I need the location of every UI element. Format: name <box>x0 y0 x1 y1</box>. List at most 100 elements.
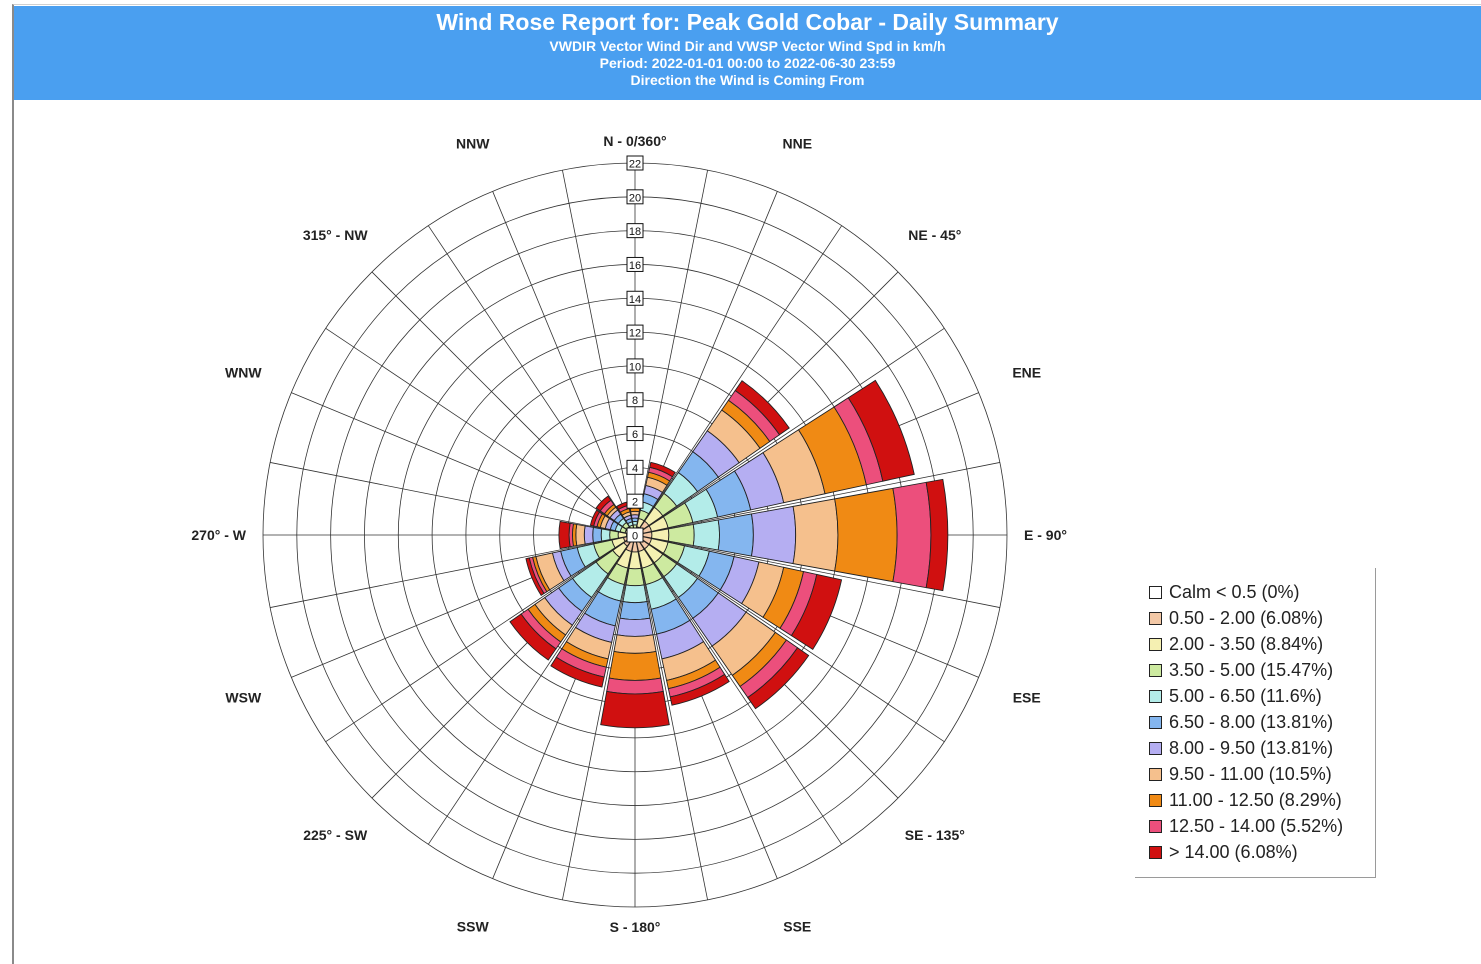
radial-tick-label-14: 14 <box>629 294 641 306</box>
legend-item: 0.50 - 2.00 (6.08%) <box>1149 606 1323 630</box>
report-subtitle-variables: VWDIR Vector Wind Dir and VWSP Vector Wi… <box>549 38 946 54</box>
radial-tick-label-10: 10 <box>629 361 641 373</box>
report-header: Wind Rose Report for: Peak Gold Cobar - … <box>14 6 1481 100</box>
radial-tick-label-6: 6 <box>632 429 638 441</box>
report-title: Wind Rose Report for: Peak Gold Cobar - … <box>436 9 1059 35</box>
radial-tick-box-18 <box>626 223 644 239</box>
legend-item: 11.00 - 12.50 (8.29%) <box>1149 788 1342 812</box>
legend-swatch <box>1149 845 1162 859</box>
direction-label: S - 180° <box>610 919 661 935</box>
radial-tick-box-2 <box>626 493 644 509</box>
direction-label: N - 0/360° <box>603 133 666 149</box>
legend-label: 0.50 - 2.00 (6.08%) <box>1169 607 1324 628</box>
radial-tick-box-12 <box>626 324 644 340</box>
legend-label: 8.00 - 9.50 (13.81%) <box>1169 737 1334 758</box>
radial-tick-label-16: 16 <box>629 260 641 272</box>
wedge-wnw-bin-10 <box>589 509 601 527</box>
wedge-nne-bin-10 <box>649 461 676 478</box>
legend-swatch <box>1149 637 1162 651</box>
radial-tick-box-10 <box>626 358 644 374</box>
wedge-sse-bin-10 <box>669 673 730 706</box>
wedge-sw-bin-10 <box>509 613 557 661</box>
legend-item: 3.50 - 5.00 (15.47%) <box>1149 658 1333 682</box>
grid-spoke <box>634 534 1000 608</box>
grid-spoke <box>291 392 636 536</box>
legend-label: 5.00 - 6.50 (11.6%) <box>1169 685 1322 706</box>
radial-tick-label-22: 22 <box>629 159 641 171</box>
grid-spoke <box>427 225 636 536</box>
grid-spoke <box>270 462 636 536</box>
wedge-e-bin-4 <box>692 519 720 551</box>
legend-label: Calm < 0.5 (0%) <box>1169 581 1300 602</box>
legend-item: 2.00 - 3.50 (8.84%) <box>1149 632 1323 656</box>
radial-tick-label-4: 4 <box>632 463 638 475</box>
wedge-e-bin-8 <box>834 487 898 583</box>
legend-swatch <box>1149 611 1162 625</box>
legend-label: 6.50 - 8.00 (13.81%) <box>1169 711 1334 732</box>
grid-spoke <box>371 271 636 536</box>
legend-swatch <box>1149 585 1162 599</box>
wedge-s-bin-4 <box>622 584 648 604</box>
radial-tick-label-20: 20 <box>629 192 641 204</box>
direction-label: 225° - SW <box>303 827 368 843</box>
legend-label: 12.50 - 14.00 (5.52%) <box>1169 815 1344 836</box>
radial-tick-label-2: 2 <box>632 497 638 509</box>
radial-tick-box-22 <box>626 155 644 171</box>
direction-label: SSW <box>457 919 490 935</box>
wedge-w-bin-7 <box>575 523 586 547</box>
wedge-e-bin-10 <box>925 478 949 592</box>
radial-tick-box-8 <box>626 392 644 408</box>
radial-tick-label-18: 18 <box>629 226 641 238</box>
wedge-e-bin-6 <box>750 505 797 565</box>
wedge-w-bin-10 <box>558 520 571 550</box>
wedge-w-bin-6 <box>583 525 594 545</box>
radial-tick-box-16 <box>626 256 644 272</box>
wedge-s-bin-6 <box>616 617 654 637</box>
legend-item: 8.00 - 9.50 (13.81%) <box>1149 736 1333 760</box>
legend-swatch <box>1149 819 1162 833</box>
wedge-s-bin-3 <box>625 567 645 587</box>
wedge-s-bin-9 <box>606 677 664 695</box>
wedge-s-bin-5 <box>619 601 651 620</box>
direction-label: ESE <box>1013 689 1041 705</box>
wedge-ese-bin-10 <box>790 573 843 650</box>
wedge-e-bin-7 <box>792 498 839 572</box>
grid-spoke <box>634 534 708 900</box>
speed-legend: Calm < 0.5 (0%) 0.50 - 2.00 (6.08%) 2.00 -… <box>1135 568 1376 878</box>
wedge-ne-bin-10 <box>734 380 790 436</box>
radial-tick-label-0: 0 <box>632 531 638 543</box>
grid-spoke <box>325 534 636 743</box>
direction-label: NNE <box>782 135 812 151</box>
direction-label: 315° - NW <box>303 227 369 243</box>
direction-label: NE - 45° <box>908 227 961 243</box>
legend-item: 6.50 - 8.00 (13.81%) <box>1149 710 1333 734</box>
direction-label: SSE <box>783 919 811 935</box>
legend-item: 12.50 - 14.00 (5.52%) <box>1149 814 1343 838</box>
wedge-ene-bin-10 <box>847 379 915 482</box>
grid-spoke <box>634 327 945 536</box>
radial-tick-box-0 <box>626 527 644 543</box>
wedge-s-bin-8 <box>608 650 662 681</box>
direction-label: WSW <box>225 689 262 705</box>
direction-label: NNW <box>456 135 490 151</box>
wedge-w-bin-5 <box>592 526 603 544</box>
direction-label: WNW <box>225 365 262 381</box>
grid-spoke <box>270 534 636 608</box>
grid-spoke <box>634 462 1000 536</box>
grid-spoke <box>634 225 843 536</box>
legend-item: > 14.00 (6.08%) <box>1149 840 1298 864</box>
wedge-wsw-bin-10 <box>525 557 545 596</box>
wedge-e-bin-5 <box>717 513 754 557</box>
legend-swatch <box>1149 767 1162 781</box>
radial-tick-box-4 <box>626 459 644 475</box>
wedge-w-bin-3 <box>609 529 619 541</box>
legend-swatch <box>1149 715 1162 729</box>
grid-spoke <box>562 534 636 900</box>
grid-spoke <box>634 534 843 845</box>
direction-label: E - 90° <box>1024 527 1067 543</box>
legend-swatch <box>1149 663 1162 677</box>
wedge-nw-bin-10 <box>595 495 612 512</box>
legend-label: 2.00 - 3.50 (8.84%) <box>1169 633 1324 654</box>
legend-label: 9.50 - 11.00 (10.5%) <box>1169 763 1332 784</box>
radial-tick-label-8: 8 <box>632 395 638 407</box>
